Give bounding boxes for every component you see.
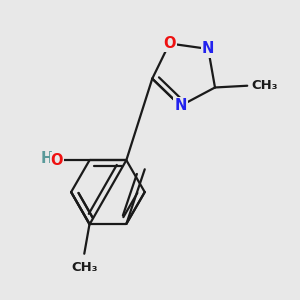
Text: H: H <box>40 151 53 166</box>
Text: N: N <box>174 98 187 113</box>
Text: N: N <box>202 41 214 56</box>
Text: O: O <box>51 153 63 168</box>
Text: CH₃: CH₃ <box>71 261 98 274</box>
Text: O: O <box>163 36 176 51</box>
Text: CH₃: CH₃ <box>251 79 278 92</box>
